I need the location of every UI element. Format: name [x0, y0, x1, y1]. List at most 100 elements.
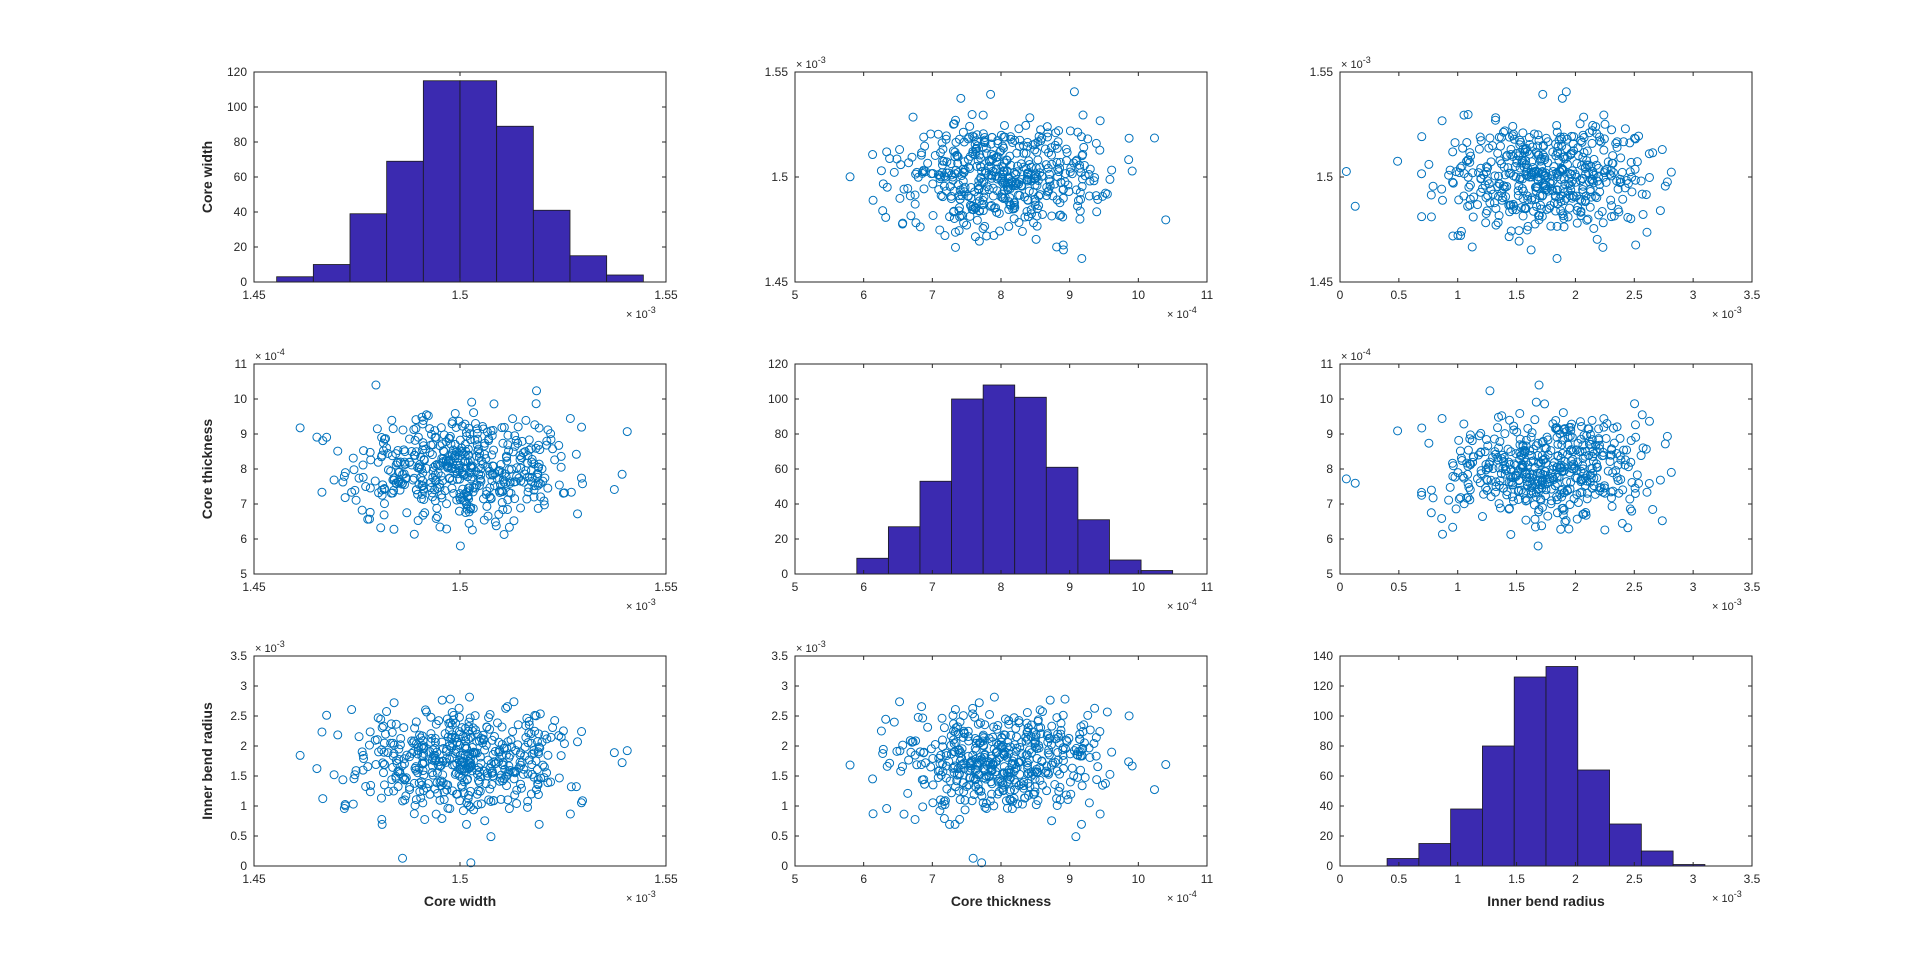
scatter-point — [1053, 729, 1063, 739]
scatter-point — [972, 161, 982, 171]
scatter-point — [1505, 459, 1515, 469]
histogram-bar — [312, 264, 351, 283]
scatter-point — [896, 160, 906, 170]
scatter-point — [904, 755, 914, 765]
scatter-point — [882, 182, 892, 192]
scatter-point — [1495, 141, 1505, 151]
scatter-point — [499, 774, 509, 784]
scatter-point — [1031, 800, 1041, 810]
scatter-point — [1005, 184, 1015, 194]
scatter-point — [1493, 455, 1503, 465]
x-exponent-value: -3 — [648, 889, 656, 899]
scatter-point — [427, 733, 437, 743]
scatter-point — [295, 750, 305, 760]
scatter-point — [1549, 474, 1559, 484]
scatter-point — [972, 130, 982, 140]
scatter-point — [964, 132, 974, 142]
scatter-point — [972, 215, 982, 225]
scatter-point — [1603, 157, 1613, 167]
scatter-point — [963, 726, 973, 736]
scatter-point — [1529, 500, 1539, 510]
scatter-point — [408, 475, 418, 485]
scatter-point — [1502, 181, 1512, 191]
scatter-point — [1001, 155, 1011, 165]
scatter-point — [1517, 156, 1527, 166]
scatter-point — [496, 794, 506, 804]
scatter-point — [899, 809, 909, 819]
scatter-point — [1567, 419, 1577, 429]
histogram-bar — [532, 209, 571, 283]
scatter-point — [971, 144, 981, 154]
scatter-point — [421, 783, 431, 793]
scatter-point — [413, 516, 423, 526]
scatter-point — [526, 738, 536, 748]
scatter-point — [442, 785, 452, 795]
scatter-point — [501, 703, 511, 713]
scatter-point — [383, 448, 393, 458]
scatter-point — [1417, 169, 1427, 179]
scatter-point — [1052, 766, 1062, 776]
scatter-point — [1476, 173, 1486, 183]
scatter-point — [388, 424, 398, 434]
scatter-point — [1644, 172, 1654, 182]
scatter-point — [440, 729, 450, 739]
scatter-point — [1001, 796, 1011, 806]
scatter-point — [460, 419, 470, 429]
scatter-point — [521, 466, 531, 476]
scatter-point — [351, 766, 361, 776]
scatter-point — [918, 713, 928, 723]
scatter-point — [1076, 194, 1086, 204]
y-tick-label: 5 — [240, 567, 247, 581]
scatter-point — [918, 802, 928, 812]
scatter-point — [423, 411, 433, 421]
scatter-point — [523, 487, 533, 497]
scatter-point — [428, 753, 438, 763]
scatter-point — [364, 740, 374, 750]
scatter-point — [1476, 136, 1486, 146]
scatter-point — [502, 702, 512, 712]
scatter-point — [1445, 165, 1455, 175]
scatter-point — [517, 436, 527, 446]
scatter-point — [576, 473, 586, 483]
scatter-point — [892, 154, 902, 164]
scatter-point — [420, 508, 430, 518]
scatter-point — [885, 154, 895, 164]
x-tick-label: 3 — [1690, 288, 1697, 302]
y-tick-label: 1 — [240, 799, 247, 813]
scatter-point — [973, 719, 983, 729]
scatter-point — [950, 242, 960, 252]
scatter-point — [1045, 695, 1055, 705]
scatter-point — [989, 230, 999, 240]
scatter-point — [1537, 480, 1547, 490]
scatter-point — [295, 423, 305, 433]
scatter-point — [509, 697, 519, 707]
scatter-point — [1552, 425, 1562, 435]
scatter-point — [1595, 136, 1605, 146]
scatter-point — [1477, 183, 1487, 193]
scatter-point — [1127, 761, 1137, 771]
scatter-point — [921, 758, 931, 768]
scatter-point — [1546, 221, 1556, 231]
scatter-point — [1073, 196, 1083, 206]
histogram-bar — [349, 213, 388, 283]
scatter-point — [878, 744, 888, 754]
scatter-point — [1598, 218, 1608, 228]
scatter-point — [473, 786, 483, 796]
y-tick-label: 10 — [234, 392, 248, 406]
scatter-point — [1518, 128, 1528, 138]
scatter-point — [965, 773, 975, 783]
x-tick-label: 0 — [1337, 580, 1344, 594]
scatter-point — [1500, 126, 1510, 136]
scatter-point — [915, 222, 925, 232]
scatter-point — [504, 487, 514, 497]
scatter-point — [494, 509, 504, 519]
scatter-point — [530, 710, 540, 720]
scatter-point — [1459, 110, 1469, 120]
scatter-point — [510, 790, 520, 800]
scatter-point — [1515, 135, 1525, 145]
scatter-point — [954, 770, 964, 780]
scatter-point — [1549, 162, 1559, 172]
scatter-point — [935, 766, 945, 776]
scatter-point — [374, 747, 384, 757]
